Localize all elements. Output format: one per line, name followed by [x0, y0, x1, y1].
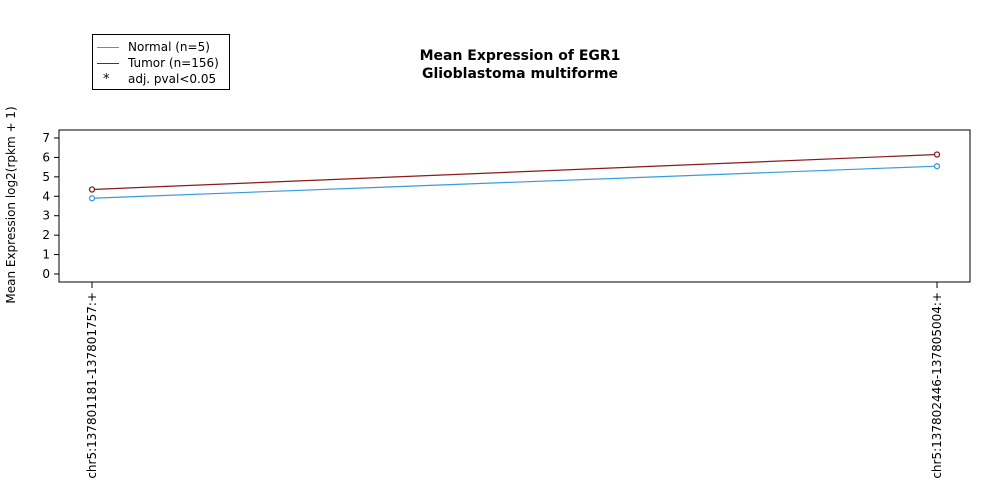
legend-label-tumor: Tumor (n=156) — [128, 56, 219, 70]
legend-label-normal: Normal (n=5) — [128, 40, 210, 54]
x-axis: chr5:137801181-137801757:+ chr5:137802446… — [85, 282, 944, 479]
legend-asterisk-icon: * — [103, 72, 110, 87]
series-point-1 — [933, 151, 941, 158]
y-tick-label: 4 — [42, 189, 50, 203]
x-tick-label: chr5:137802446-137805004:+ — [930, 292, 944, 479]
y-tick-label: 1 — [42, 248, 50, 262]
y-axis-label: Mean Expression log2(rpkm + 1) — [4, 106, 18, 304]
y-tick-label: 3 — [42, 209, 50, 223]
series-point-0 — [933, 163, 941, 170]
y-tick-label: 2 — [42, 228, 50, 242]
legend-label-pval: adj. pval<0.05 — [128, 72, 217, 86]
series-line-0 — [91, 165, 938, 199]
legend: Normal (n=5) Tumor (n=156) * adj. pval<0… — [92, 34, 230, 90]
legend-swatch-normal — [97, 47, 119, 48]
plot-frame — [58, 129, 971, 283]
legend-swatch-tumor — [97, 63, 119, 64]
y-tick-label: 0 — [42, 267, 50, 281]
series-layer — [88, 151, 941, 202]
chart-subtitle: Glioblastoma multiforme — [421, 66, 619, 82]
series-line-1 — [91, 153, 938, 191]
series-point-1 — [88, 186, 96, 193]
y-tick-label: 5 — [42, 170, 50, 184]
x-tick-label: chr5:137801181-137801757:+ — [85, 292, 99, 479]
chart-title: Mean Expression of EGR1 — [419, 48, 621, 64]
y-tick-label: 7 — [42, 131, 50, 145]
y-axis: 0 1 2 3 4 5 6 7 — [42, 131, 59, 281]
series-point-0 — [88, 195, 96, 202]
y-tick-label: 6 — [42, 150, 50, 164]
